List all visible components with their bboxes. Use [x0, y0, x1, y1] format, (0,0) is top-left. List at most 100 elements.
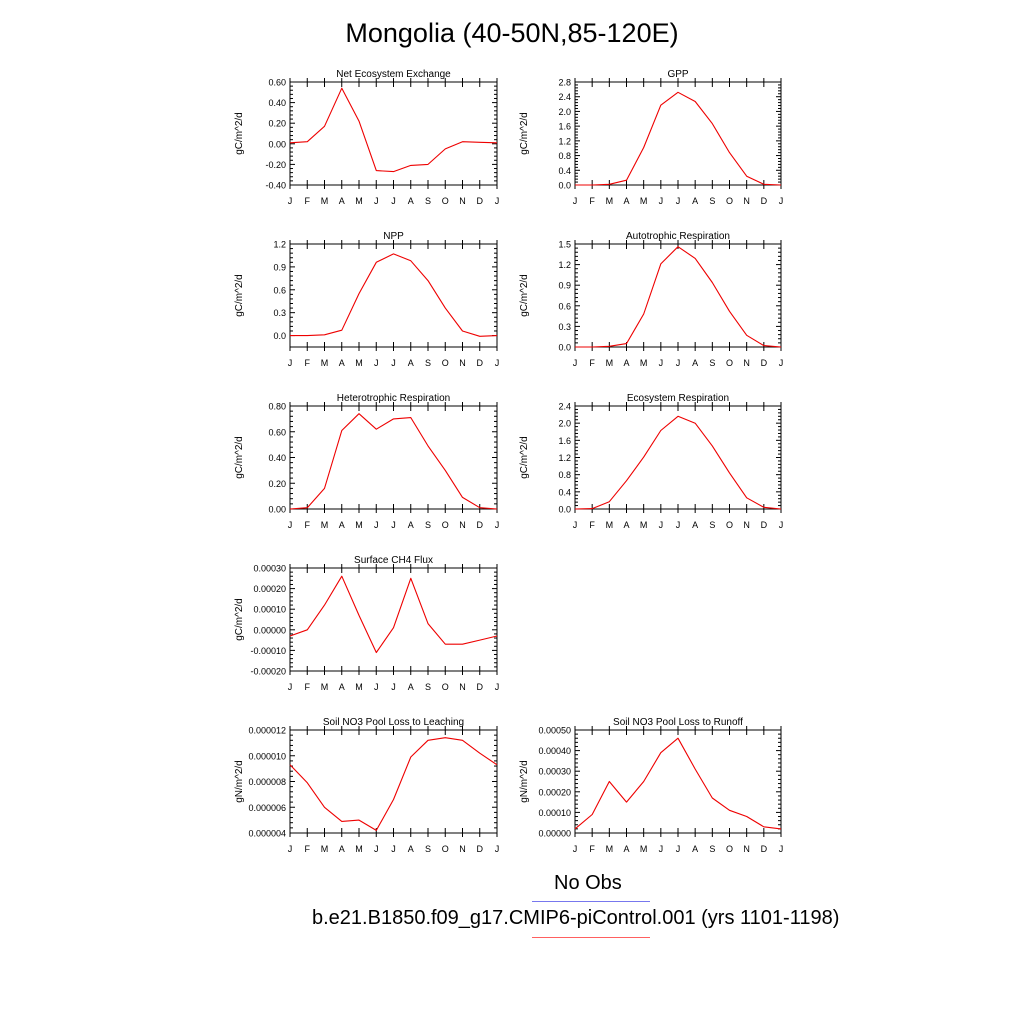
x-tick-label: O	[442, 844, 449, 854]
y-tick-label: 1.2	[273, 240, 286, 250]
x-tick-label: S	[425, 196, 431, 206]
chart-surface-ch4-flux: Surface CH4 Flux gC/m^2/d -0.00020 -0.00010…	[234, 555, 499, 692]
x-tick-label: J	[573, 358, 578, 368]
series-line	[290, 253, 498, 337]
y-axis-label: gC/m^2/d	[519, 112, 530, 155]
x-tick-label: D	[477, 520, 484, 530]
y-tick-label: 0.60	[268, 78, 286, 88]
y-tick-label: 0.000012	[248, 726, 286, 736]
y-tick-label: 0.00010	[253, 605, 286, 615]
x-tick-label: A	[623, 520, 629, 530]
y-axis-label: gC/m^2/d	[234, 112, 245, 155]
y-tick-label: 1.6	[558, 436, 571, 446]
x-tick-label: F	[589, 358, 595, 368]
x-tick-label: S	[709, 196, 715, 206]
x-tick-label: D	[761, 844, 768, 854]
series-line	[575, 246, 782, 348]
chart-autotrophic-respiration: Autotrophic Respiration gC/m^2/d 0.0 0.3 0.6…	[519, 231, 783, 368]
x-tick-label: N	[743, 844, 750, 854]
x-tick-label: A	[692, 520, 698, 530]
x-tick-label: J	[573, 196, 578, 206]
x-tick-label: J	[374, 682, 379, 692]
chart-title: GPP	[667, 69, 688, 80]
x-tick-label: O	[442, 520, 449, 530]
y-tick-label: 0.00000	[253, 625, 286, 635]
plot-frame	[574, 405, 782, 510]
x-tick-label: N	[459, 520, 466, 530]
y-tick-label: 2.0	[558, 419, 571, 429]
page-title: Mongolia (40-50N,85-120E)	[345, 18, 679, 48]
y-tick-label: 1.2	[558, 136, 571, 146]
x-tick-label: F	[589, 196, 595, 206]
x-tick-label: M	[355, 196, 363, 206]
x-tick-label: A	[339, 196, 345, 206]
x-tick-label: A	[692, 358, 698, 368]
y-tick-label: 1.2	[558, 453, 571, 463]
x-tick-label: J	[495, 358, 500, 368]
x-tick-label: D	[761, 520, 768, 530]
x-tick-label: J	[573, 844, 578, 854]
x-tick-label: M	[606, 196, 614, 206]
x-tick-label: A	[339, 358, 345, 368]
y-tick-label: 0.00020	[538, 787, 571, 797]
x-tick-label: J	[374, 196, 379, 206]
x-tick-label: J	[374, 844, 379, 854]
x-tick-label: J	[495, 520, 500, 530]
y-tick-label: 0.9	[558, 281, 571, 291]
y-axis-label: gN/m^2/d	[519, 760, 530, 803]
x-tick-label: M	[355, 844, 363, 854]
x-tick-label: J	[779, 520, 784, 530]
x-tick-label: M	[640, 520, 648, 530]
y-tick-label: 0.0	[273, 331, 286, 341]
y-tick-label: 0.00000	[538, 829, 571, 839]
x-tick-label: J	[391, 844, 396, 854]
x-tick-label: D	[477, 196, 484, 206]
x-tick-label: O	[442, 358, 449, 368]
series-line	[289, 737, 498, 831]
x-tick-label: A	[692, 844, 698, 854]
x-tick-label: J	[495, 844, 500, 854]
x-tick-label: A	[339, 682, 345, 692]
y-tick-label: 0.8	[558, 151, 571, 161]
x-tick-label: J	[495, 682, 500, 692]
y-tick-label: 0.00010	[538, 808, 571, 818]
x-tick-label: J	[391, 196, 396, 206]
plot-frame	[289, 729, 498, 834]
plot-frame	[289, 567, 498, 672]
y-tick-label: -0.00020	[250, 667, 286, 677]
x-tick-label: J	[495, 196, 500, 206]
y-tick-label: 0.000008	[248, 777, 286, 787]
x-tick-label: S	[709, 520, 715, 530]
chart-net-ecosystem-exchange: Net Ecosystem Exchange gC/m^2/d -0.40 -0.20…	[234, 69, 499, 206]
y-tick-label: 2.8	[558, 78, 571, 88]
x-tick-label: F	[305, 196, 311, 206]
x-tick-label: S	[709, 358, 715, 368]
x-tick-label: A	[339, 844, 345, 854]
series-line	[574, 415, 782, 510]
y-axis-label: gC/m^2/d	[234, 598, 245, 641]
x-tick-label: M	[321, 358, 329, 368]
y-tick-label: -0.20	[265, 160, 286, 170]
x-tick-label: N	[459, 844, 466, 854]
y-tick-label: 0.00020	[253, 584, 286, 594]
y-tick-label: 0.6	[273, 285, 286, 295]
x-tick-label: N	[459, 196, 466, 206]
chart-title: Heterotrophic Respiration	[337, 393, 450, 404]
chart-title: Autotrophic Respiration	[626, 231, 730, 242]
y-axis-label: gN/m^2/d	[234, 760, 245, 803]
x-tick-label: A	[623, 196, 629, 206]
x-tick-label: J	[391, 520, 396, 530]
x-tick-label: D	[477, 358, 484, 368]
y-tick-label: 0.00030	[253, 564, 286, 574]
y-tick-label: 0.00050	[538, 726, 571, 736]
y-tick-label: 2.0	[558, 107, 571, 117]
x-tick-label: D	[477, 844, 484, 854]
x-tick-label: F	[589, 844, 595, 854]
x-tick-label: J	[676, 844, 681, 854]
chart-title: Ecosystem Respiration	[627, 393, 729, 404]
chart-soil-no3-pool-loss-to-leaching: Soil NO3 Pool Loss to LeachinggN/m^2/d0.…	[234, 717, 499, 854]
x-tick-label: O	[726, 844, 733, 854]
y-tick-label: 1.6	[558, 122, 571, 132]
y-tick-label: 0.0	[558, 181, 571, 191]
